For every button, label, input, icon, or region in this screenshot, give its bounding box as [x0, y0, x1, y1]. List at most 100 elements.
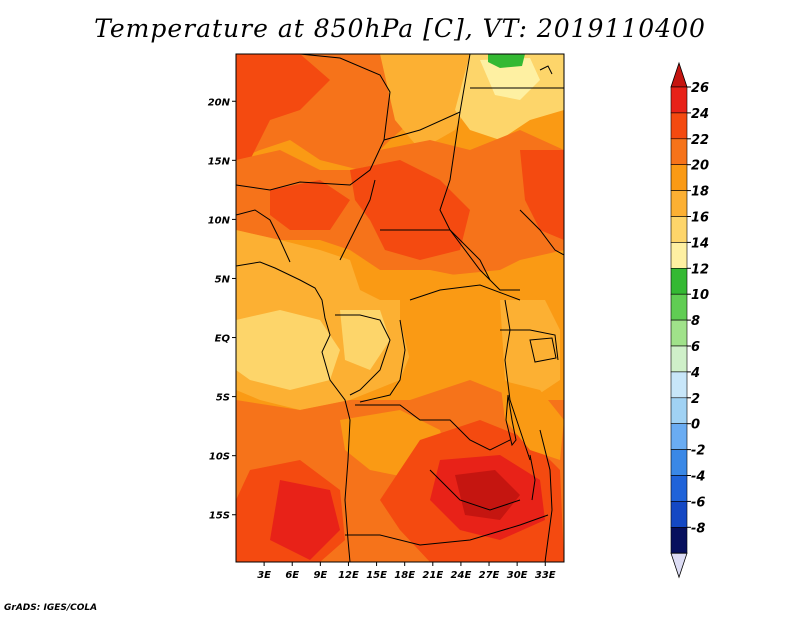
lake-tanganyika: [505, 394, 517, 447]
lake-malawi: [529, 454, 536, 501]
field-area-sudan-hot: [520, 150, 564, 240]
colorbar-bin: [670, 526, 688, 554]
border-drc-north: [409, 284, 521, 301]
colorbar-label: -8: [691, 521, 705, 536]
border-southeast: [539, 429, 553, 562]
longitude-axis: 3E 6E 9E 12E 15E 18E 21E 24E 27E 30E 33E: [257, 562, 556, 581]
field-area-sahara-cool: [380, 54, 470, 150]
colorbar-bin: [670, 345, 688, 373]
nile-coast-east: [539, 65, 553, 75]
border-drc-west: [359, 319, 406, 403]
lon-tick-label: 12E: [338, 570, 359, 581]
colorbar-bin: [670, 86, 688, 114]
lon-tick-label: 33E: [535, 570, 556, 581]
field-area-chad-hot: [350, 160, 470, 260]
colorbar-label: 20: [691, 159, 709, 174]
lat-tick-label: 15N: [208, 156, 231, 167]
colorbar-bin: [670, 293, 688, 321]
colorbar-label: 6: [691, 340, 700, 355]
field-area-northeast-coolest: [480, 58, 540, 100]
field-area-east-mid: [500, 380, 564, 460]
lon-tick-label: 18E: [394, 570, 415, 581]
country-borders: [236, 54, 564, 562]
field-area-congo-cool: [340, 310, 390, 370]
colorbar-bottom-arrow: [670, 552, 688, 579]
colorbar-label: 2: [691, 392, 700, 407]
chart-title: Temperature at 850hPa [C], VT: 201911040…: [94, 14, 706, 43]
lat-tick-label: 20N: [208, 97, 231, 108]
colorbar-bin: [670, 319, 688, 347]
lon-tick-label: 3E: [257, 570, 271, 581]
coastline-west: [236, 261, 351, 562]
colorbar-bin: [670, 449, 688, 476]
lat-tick-label: 5N: [215, 274, 231, 285]
temperature-field: [236, 54, 564, 562]
colorbar-label: -2: [691, 444, 705, 459]
lon-tick-label: 9E: [313, 570, 327, 581]
colorbar-label: 4: [690, 366, 700, 381]
colorbar-bin: [670, 216, 688, 243]
border-uganda: [500, 329, 559, 361]
lon-tick-label: 6E: [285, 570, 299, 581]
colorbar-label: 16: [691, 211, 709, 226]
colorbar-bin: [670, 371, 688, 399]
colorbar-bin: [670, 242, 688, 269]
border-drc-south: [355, 404, 511, 451]
border-angola-namibia: [345, 514, 549, 546]
border-congo: [335, 314, 391, 396]
colorbar-label: 8: [691, 314, 700, 329]
colorbar-label: 0: [691, 418, 700, 433]
lat-tick-label: EQ: [215, 334, 231, 345]
lat-tick-label: 10N: [208, 215, 231, 226]
colorbar-label: 18: [691, 185, 709, 200]
field-area-southeast-hottest: [455, 470, 520, 520]
colorbar-bin: [670, 267, 688, 295]
colorbar-label: 22: [691, 133, 709, 148]
border-car: [380, 229, 520, 291]
colorbar-bin: [670, 397, 688, 424]
colorbar-bin: [670, 190, 688, 217]
border-north-1: [236, 54, 391, 191]
border-cameroon: [339, 179, 376, 261]
lon-tick-label: 21E: [422, 570, 443, 581]
colorbar-label: 10: [691, 288, 709, 303]
lake-victoria: [529, 337, 557, 363]
colorbar-bin: [670, 112, 688, 140]
border-sudan-chad: [439, 111, 491, 281]
footer-credit: GrADS: IGES/COLA: [4, 603, 98, 613]
colorbar-label: 26: [691, 81, 709, 96]
border-north-2: [383, 54, 471, 141]
lon-tick-label: 15E: [366, 570, 387, 581]
colorbar-bin: [670, 501, 688, 528]
colorbar-bin: [670, 475, 688, 502]
field-area-northwest: [236, 54, 330, 170]
colorbar-bin: [670, 164, 688, 191]
lon-tick-label: 27E: [479, 570, 500, 581]
colorbar-label: -4: [691, 470, 705, 485]
border-west-africa: [236, 209, 291, 263]
colorbar-label: -6: [691, 495, 705, 510]
lat-tick-label: 15S: [209, 511, 230, 522]
lon-tick-label: 24E: [451, 570, 472, 581]
lat-tick-label: 10S: [209, 452, 230, 463]
lat-tick-label: 5S: [216, 393, 230, 404]
border-east-lakes: [504, 299, 531, 461]
field-area-great-lakes: [500, 300, 560, 400]
colorbar-bin: [670, 138, 688, 166]
colorbar-label: 14: [691, 236, 709, 251]
border-zambia: [429, 469, 521, 511]
field-area-southwest-core: [270, 480, 340, 560]
lon-tick-label: 30E: [507, 570, 528, 581]
field-area-green-patch: [488, 54, 525, 68]
colorbar-label: 24: [691, 107, 709, 122]
border-ethiopia: [519, 209, 564, 256]
colorbar-label: 12: [691, 262, 709, 277]
field-area-gabon-cool: [236, 310, 340, 390]
colorbar-top-arrow: [670, 61, 688, 88]
map-frame: [235, 53, 565, 563]
colorbar-bin: [670, 423, 688, 450]
field-area-nigeria-hot: [270, 180, 350, 230]
latitude-axis: 20N 15N 10N 5N EQ 5S 10S 15S: [208, 97, 236, 522]
